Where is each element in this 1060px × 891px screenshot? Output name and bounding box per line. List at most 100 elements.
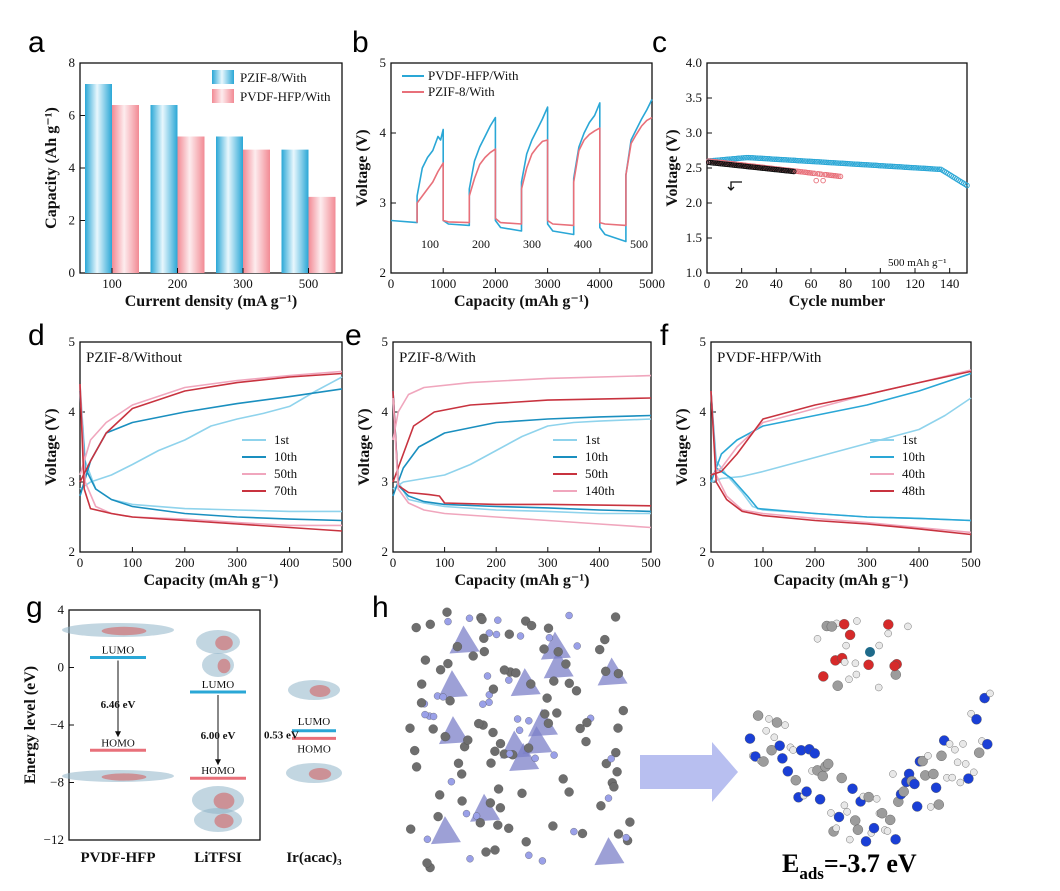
charge-curve-10th	[392, 414, 652, 497]
gap-value: 6.00 eV	[201, 730, 236, 742]
data-point-pzif8-without	[773, 166, 780, 173]
atom	[841, 658, 849, 666]
atom	[781, 721, 789, 729]
legend-label-50th: 50th	[585, 466, 609, 481]
data-point-pzif8-with	[893, 163, 899, 170]
legend-label-10th: 10th	[274, 449, 298, 464]
data-point-pzif8-with	[903, 164, 910, 171]
y-tick-label: 6	[69, 108, 76, 123]
atom	[956, 778, 964, 787]
atom	[982, 739, 993, 750]
atom	[936, 750, 947, 761]
atom	[416, 698, 427, 708]
data-point-pzif8-without	[790, 168, 797, 175]
x-axis-label: Capacity (mAh g⁻¹)	[454, 293, 589, 310]
atom	[435, 790, 445, 800]
atom	[506, 750, 514, 758]
atom	[765, 715, 773, 723]
discharge-curve-50th	[392, 390, 652, 507]
zif8-framework-illustration	[402, 605, 642, 875]
bar-pzif8-200	[150, 105, 178, 273]
y-tick-label: 3.0	[686, 125, 702, 140]
atom	[417, 679, 427, 689]
data-point-pzif8-with	[778, 156, 785, 163]
data-point-pzif8-with	[931, 166, 937, 172]
tetrahedron	[510, 668, 541, 697]
tetrahedron	[597, 657, 628, 686]
atom	[428, 724, 438, 734]
atom	[493, 784, 504, 794]
y-tick-label: −8	[50, 775, 64, 790]
data-point-pzif8-with	[917, 165, 923, 171]
atom	[440, 731, 450, 742]
lumo-label: LUMO	[102, 644, 134, 656]
discharge-curve-70th	[79, 383, 343, 532]
atom	[443, 658, 453, 669]
data-point-pzif8-with	[882, 163, 889, 169]
legend-label-1st: 1st	[274, 432, 290, 447]
atom	[573, 642, 581, 650]
tetrahedron	[540, 631, 571, 660]
data-point-pzif8-with	[737, 155, 743, 161]
y-tick-label: 2.0	[686, 195, 702, 210]
y-axis-label: Voltage (V)	[674, 408, 691, 485]
data-point-pzif8-without	[705, 159, 712, 166]
x-tick-label: 40	[770, 276, 783, 291]
gap-value: 6.46 eV	[101, 699, 136, 711]
data-point-pzif8-with	[809, 158, 816, 165]
atom	[422, 858, 432, 868]
molecule-name: LiTFSI	[194, 850, 242, 866]
x-axis-label: Cycle number	[789, 293, 885, 310]
data-point-pzif8-with	[804, 158, 811, 164]
data-point-pzif8-with	[894, 163, 901, 170]
atom	[774, 740, 785, 751]
x-tick-label: 2000	[482, 276, 508, 291]
orbital-blob	[101, 626, 147, 636]
data-point-pzif8-with	[841, 160, 847, 167]
x-tick-label: 500	[641, 555, 661, 570]
atom	[505, 676, 513, 684]
legend-swatch-pvdf-hfp	[212, 89, 234, 103]
data-point-pzif8-with	[752, 155, 759, 161]
data-point-pzif8-with	[835, 160, 842, 166]
atom	[826, 621, 837, 632]
y-tick-label: 3	[700, 474, 707, 489]
tetrahedron	[543, 650, 574, 679]
data-point-pzif8-with	[749, 155, 755, 161]
discharge-curve-140th	[392, 397, 652, 529]
atom	[962, 760, 970, 768]
data-point-pzif8-without	[735, 162, 741, 169]
data-point-pzif8-with	[813, 158, 819, 165]
atom	[539, 644, 549, 654]
data-point-pvdf-hfp-with	[809, 170, 816, 176]
atom	[504, 629, 514, 639]
atom	[525, 717, 533, 725]
homo-label: HOMO	[101, 737, 135, 749]
x-tick-label: 200	[175, 555, 195, 570]
data-point-pzif8-with	[863, 162, 870, 168]
atom	[517, 788, 527, 798]
data-point-pzif8-with	[844, 160, 851, 167]
atom	[613, 668, 624, 679]
atom	[410, 745, 420, 756]
atom	[465, 614, 474, 622]
legend-label-1st: 1st	[902, 432, 918, 447]
atom	[488, 684, 499, 694]
lumo-label: LUMO	[298, 716, 330, 728]
charge-curve-140th	[392, 374, 652, 441]
atom	[582, 717, 592, 728]
x-tick-label: 0	[388, 276, 395, 291]
atom	[883, 827, 892, 835]
y-tick-label: 4	[58, 602, 65, 617]
y-tick-label: 3	[382, 474, 389, 489]
atom	[912, 801, 923, 812]
x-tick-label: 20	[735, 276, 748, 291]
data-point-pzif8-with	[825, 159, 832, 166]
x-tick-label: 4000	[587, 276, 613, 291]
atom	[488, 727, 498, 738]
rate-annotation: 300	[523, 237, 541, 251]
atom	[801, 786, 812, 797]
charge-curve-48th	[710, 370, 972, 476]
atom	[610, 612, 621, 622]
y-tick-label: 4	[700, 404, 707, 419]
